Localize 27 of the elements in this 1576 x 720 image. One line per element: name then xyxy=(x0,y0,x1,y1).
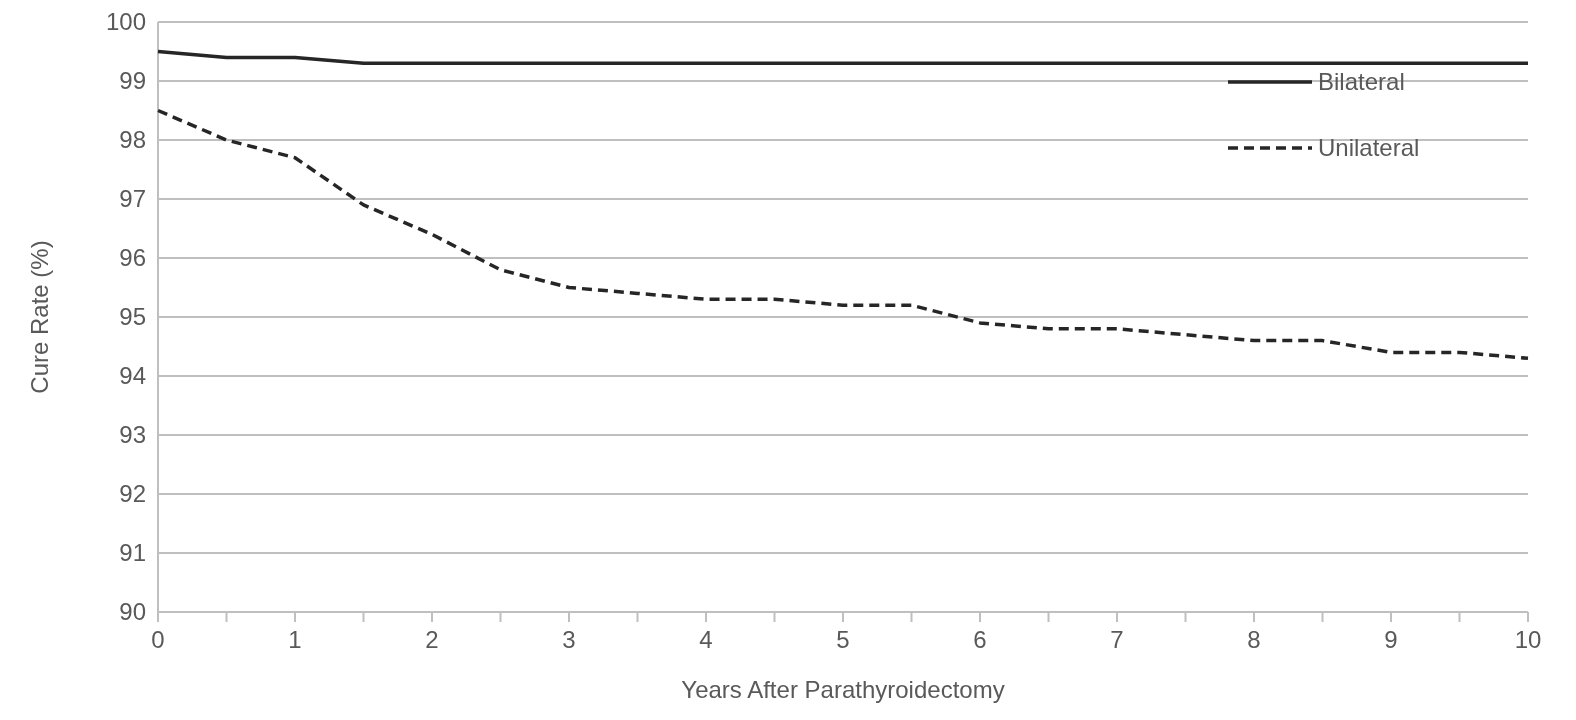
y-tick-label: 90 xyxy=(119,598,146,625)
x-tick-label: 10 xyxy=(1514,626,1542,653)
x-tick-label: 3 xyxy=(562,626,576,653)
y-tick-label: 92 xyxy=(119,480,146,507)
y-tick-label: 99 xyxy=(119,67,146,94)
x-axis-title: Years After Parathyroidectomy xyxy=(681,676,1005,703)
x-tick-label: 4 xyxy=(699,626,713,653)
x-tick-label: 8 xyxy=(1247,626,1261,653)
x-tick-label: 0 xyxy=(151,626,165,653)
x-tick-label: 2 xyxy=(425,626,439,653)
x-tick-label: 6 xyxy=(973,626,987,653)
y-tick-label: 97 xyxy=(119,185,146,212)
y-tick-label: 100 xyxy=(105,8,146,35)
x-tick-label: 1 xyxy=(288,626,302,653)
x-tick-label: 9 xyxy=(1384,626,1398,653)
y-tick-label: 98 xyxy=(119,126,146,153)
y-tick-label: 96 xyxy=(119,244,146,271)
legend-label: Unilateral xyxy=(1318,134,1420,161)
y-tick-label: 95 xyxy=(119,303,146,330)
legend-label: Bilateral xyxy=(1318,68,1405,95)
x-tick-label: 5 xyxy=(836,626,850,653)
x-tick-label: 7 xyxy=(1110,626,1124,653)
y-tick-label: 94 xyxy=(119,362,146,389)
y-tick-label: 93 xyxy=(119,421,146,448)
line-series xyxy=(156,108,1530,361)
y-tick-label: 91 xyxy=(119,539,146,566)
y-axis-title: Cure Rate (%) xyxy=(26,240,53,394)
